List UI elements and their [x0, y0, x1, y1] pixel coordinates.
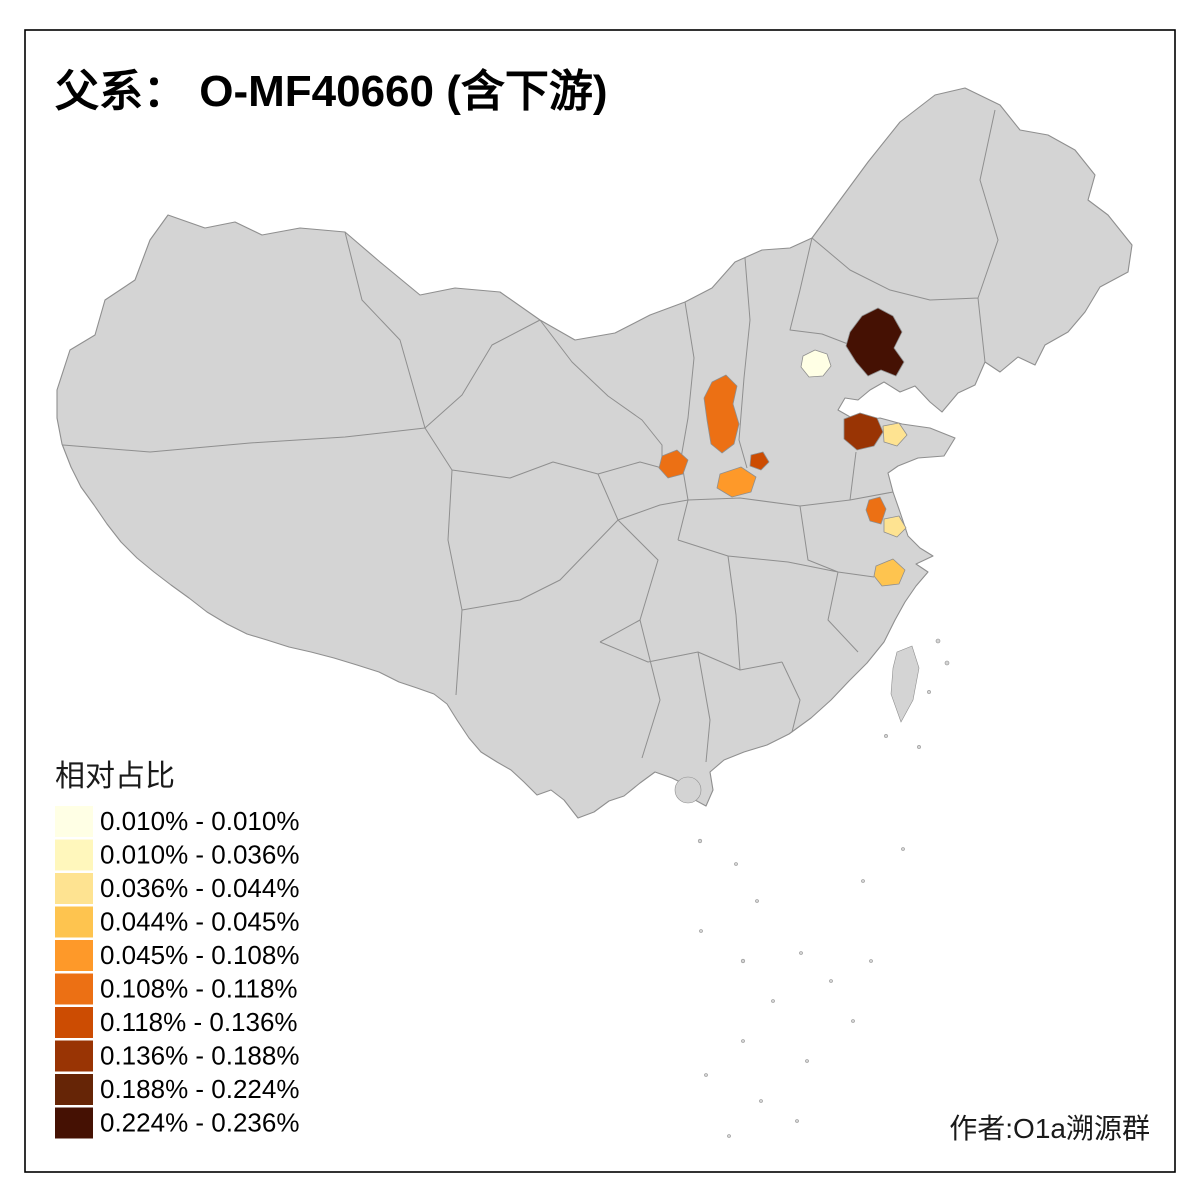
legend-swatch-8: [55, 1040, 93, 1072]
legend-label-10: 0.224% - 0.236%: [100, 1108, 299, 1138]
legend: 相对占比 0.010% - 0.010% 0.010% - 0.036% 0.0…: [55, 760, 299, 1139]
legend-swatch-3: [55, 873, 93, 904]
taiwan-island: [890, 645, 920, 723]
figure-title: 父系： O-MF40660 (含下游): [55, 67, 608, 116]
highlighted-regions: [658, 307, 908, 587]
legend-swatch-2: [55, 839, 93, 871]
legend-swatch-9: [55, 1074, 93, 1105]
region-shandong-west: [843, 412, 884, 451]
legend-label-6: 0.108% - 0.118%: [100, 974, 298, 1004]
province-boundaries: [62, 109, 999, 763]
legend-label-2: 0.010% - 0.036%: [100, 840, 299, 870]
legend-swatch-5: [55, 940, 93, 971]
legend-swatch-1: [55, 806, 93, 837]
legend-swatch-10: [55, 1107, 93, 1139]
legend-swatch-7: [55, 1007, 93, 1038]
region-zhejiang-north: [873, 558, 906, 587]
small-islands: [697, 638, 950, 1138]
region-shaanxi-central: [716, 466, 757, 498]
legend-label-1: 0.010% - 0.010%: [100, 806, 299, 836]
author-credit: 作者:O1a溯源群: [949, 1113, 1150, 1144]
region-shandong-peninsula: [882, 422, 908, 447]
region-jiangsu-coast: [883, 515, 907, 538]
legend-label-8: 0.136% - 0.188%: [100, 1041, 299, 1071]
legend-label-9: 0.188% - 0.224%: [100, 1074, 299, 1104]
region-shanxi-area: [703, 374, 740, 454]
legend-label-4: 0.044% - 0.045%: [100, 907, 299, 937]
region-jiangsu-north: [865, 496, 887, 525]
map-layer: [56, 87, 1133, 1138]
region-gansu-east: [658, 449, 689, 479]
legend-label-7: 0.118% - 0.136%: [100, 1007, 298, 1037]
china-mainland: [56, 87, 1133, 819]
legend-swatch-4: [55, 906, 93, 938]
region-shaanxi-north: [749, 451, 770, 471]
legend-label-5: 0.045% - 0.108%: [100, 940, 299, 970]
legend-title: 相对占比: [55, 760, 175, 793]
legend-label-3: 0.036% - 0.044%: [100, 873, 299, 903]
region-northeast-liaoning: [845, 307, 905, 377]
region-beijing-area: [800, 349, 832, 378]
hainan-island: [674, 776, 702, 804]
legend-swatch-6: [55, 973, 93, 1005]
